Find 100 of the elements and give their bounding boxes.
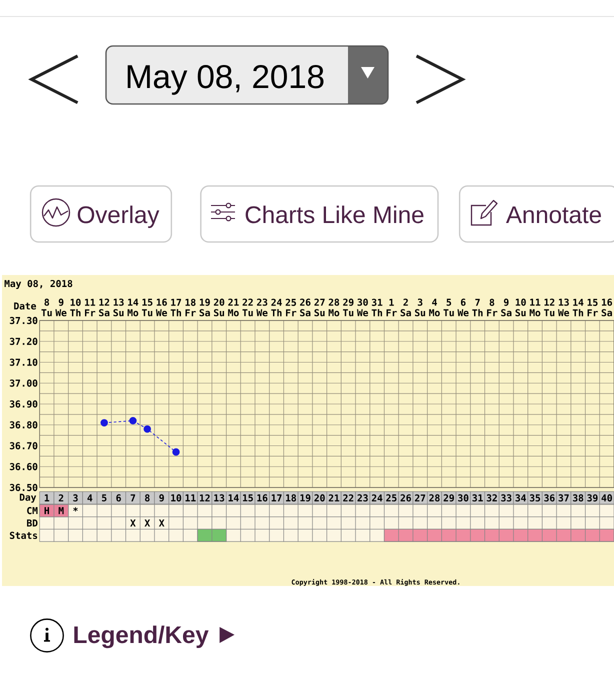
x-tick-label: 14 Mo — [128, 298, 138, 316]
annotation: H — [44, 507, 49, 514]
x-tick-label: 27 — [414, 494, 426, 502]
x-tick-label: 9 Sa — [501, 298, 512, 316]
annotation: X — [130, 520, 136, 526]
x-tick-label: 37 — [558, 494, 569, 502]
x-tick-label: 26 — [400, 494, 411, 502]
x-tick-label: 32 — [486, 494, 497, 502]
x-tick-label: 11 Fr — [84, 298, 96, 316]
x-tick-label: 3 Su — [415, 298, 426, 316]
x-tick-label: 40 — [602, 494, 612, 502]
x-tick-label: 16 We — [156, 298, 167, 316]
y-tick-label: 37.10 — [10, 358, 38, 366]
x-tick-label: 13 Su — [113, 298, 124, 316]
x-tick-label: 18 — [286, 494, 296, 502]
x-tick-label: 25 Fr — [286, 298, 296, 316]
x-tick-label: 10 Th — [70, 298, 81, 316]
x-tick-label: 4 — [87, 494, 92, 502]
x-tick-label: 29 Tu — [343, 298, 354, 316]
x-tick-label: 14 Th — [572, 298, 584, 316]
point — [172, 448, 180, 456]
x-tick-label: 21 Mo — [228, 298, 239, 316]
x-tick-label: 22 Tu — [242, 298, 253, 316]
x-tick-label: 5 — [102, 494, 106, 502]
x-tick-label: 13 — [214, 494, 224, 502]
text: Annotate — [506, 206, 601, 224]
x-tick-label: 20 Su — [214, 298, 224, 316]
x-tick-label: 2 Sa — [400, 298, 411, 316]
text: Legend/Key — [74, 626, 209, 648]
x-tick-label: 30 — [458, 494, 468, 502]
y-tick-label: CM — [27, 507, 38, 514]
x-tick-label: 20 — [314, 494, 325, 502]
x-tick-label: 9 — [159, 494, 164, 502]
y-tick-label: Stats — [10, 532, 38, 539]
text: Overlay — [78, 206, 160, 228]
x-tick-label: 39 — [587, 494, 598, 502]
x-tick-label: 3 — [73, 494, 78, 502]
x-tick-label: 23 — [358, 494, 368, 502]
x-tick-label: 15 Tu — [142, 298, 152, 316]
x-tick-label: 38 — [572, 494, 584, 502]
y-tick-label: 36.60 — [10, 463, 38, 470]
annotation: X — [144, 520, 150, 526]
x-tick-label: 8 — [145, 494, 150, 502]
annotation: M — [58, 507, 64, 514]
x-tick-label: 4 Mo — [429, 298, 440, 316]
x-tick-label: 31 — [472, 494, 483, 502]
x-tick-label: 8 Tu — [41, 298, 52, 316]
x-tick-label: 33 — [501, 494, 512, 502]
x-axis-title: Date — [14, 302, 36, 310]
chart-title: May 08, 2018 — [4, 280, 72, 289]
x-tick-label: 6 We — [458, 298, 469, 316]
x-tick-label: 21 — [328, 494, 340, 502]
x-tick-label: 23 We — [256, 298, 268, 316]
x-tick-label: 12 Sa — [99, 298, 110, 316]
y-tick-label: 37.30 — [10, 316, 38, 324]
x-tick-label: 28 Mo — [328, 298, 340, 316]
x-tick-label: 10 — [171, 494, 182, 502]
x-tick-label: 16 — [257, 494, 268, 502]
x-tick-label: 19 Sa — [200, 298, 210, 316]
x-tick-label: 24 — [372, 494, 382, 502]
x-tick-label: 34 — [516, 494, 526, 502]
x-tick-label: 25 — [386, 494, 396, 502]
text: May 08, 2018 — [128, 64, 324, 95]
x-tick-label: 9 We — [55, 298, 66, 316]
x-tick-label: 14 — [228, 494, 239, 502]
annotation: * — [73, 507, 78, 512]
point — [129, 416, 137, 424]
x-tick-label: 35 — [530, 494, 540, 502]
x-tick-label: 11 Mo — [530, 298, 540, 316]
x-tick-label: 12 Tu — [544, 298, 554, 316]
x-tick-label: 1 — [44, 494, 50, 502]
x-tick-label: 15 Fr — [588, 298, 598, 316]
y-tick-label: 36.80 — [10, 421, 38, 428]
text: Charts Like Mine — [246, 206, 424, 224]
x-tick-label: 26 Sa — [300, 298, 310, 316]
x-tick-label: 10 Su — [516, 298, 526, 316]
x-tick-label: 12 — [200, 494, 210, 502]
x-tick-label: 16 Sa — [602, 298, 612, 316]
x-tick-label: 13 We — [558, 298, 570, 316]
x-tick-label: 11 — [186, 494, 196, 502]
y-tick-label: 36.70 — [10, 442, 38, 450]
y-tick-label: 36.50 — [10, 484, 38, 492]
x-tick-label: 22 — [343, 494, 354, 502]
x-tick-label: 29 — [444, 494, 454, 502]
x-tick-label: 24 Th — [271, 298, 282, 316]
x-tick-label: 1 Fr — [386, 298, 397, 316]
x-tick-label: 7 Th — [472, 298, 483, 316]
x-tick-label: 30 We — [356, 298, 368, 316]
annotation: X — [158, 520, 164, 526]
x-tick-label: 6 — [116, 494, 121, 502]
x-tick-label: 15 — [242, 494, 253, 502]
point — [100, 419, 108, 426]
x-tick-label: 28 — [429, 494, 440, 502]
x-tick-label: 17 — [272, 494, 282, 502]
x-axis-title: Day — [20, 494, 36, 503]
x-tick-label: 18 Fr — [186, 298, 196, 316]
x-tick-label: 17 Th — [170, 298, 182, 316]
y-tick-label: 37.20 — [10, 338, 38, 345]
point — [144, 425, 151, 433]
x-tick-label: 8 Fr — [487, 298, 498, 316]
